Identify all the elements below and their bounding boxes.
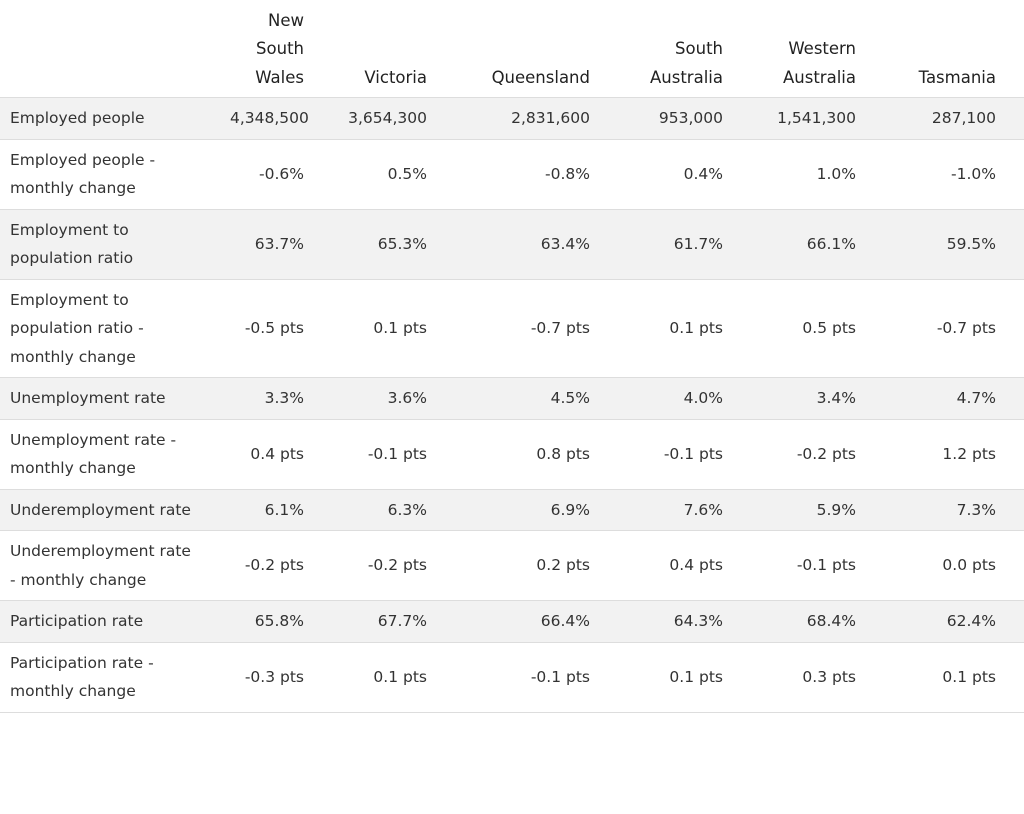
cell-value: 0.1 pts: [606, 642, 739, 713]
table-row: Unemployment rate - monthly change 0.4 pt…: [0, 419, 1024, 490]
cell-value: -0.7 pts: [872, 279, 1024, 378]
cell-value: 62.4%: [872, 600, 1024, 643]
cell-value: 953,000: [606, 97, 739, 140]
column-header: Western Australia: [739, 0, 872, 98]
column-header: South Australia: [606, 0, 739, 98]
row-label: Employment to population ratio: [0, 209, 220, 280]
row-label: Underemployment rate - monthly change: [0, 530, 220, 601]
row-label: Unemployment rate: [0, 377, 220, 420]
cell-value: 0.1 pts: [606, 279, 739, 378]
cell-value: 1.2 pts: [872, 419, 1024, 490]
cell-value: 63.4%: [443, 209, 606, 280]
row-label: Employment to population ratio - monthly…: [0, 279, 220, 378]
column-header: Queensland: [443, 0, 606, 98]
cell-value: 0.1 pts: [872, 642, 1024, 713]
cell-value: -0.3 pts: [220, 642, 320, 713]
cell-value: 4.5%: [443, 377, 606, 420]
table-row: Employment to population ratio - monthly…: [0, 279, 1024, 378]
cell-value: 3,654,300: [320, 97, 443, 140]
row-label: Unemployment rate - monthly change: [0, 419, 220, 490]
row-label: Participation rate - monthly change: [0, 642, 220, 713]
cell-value: 6.1%: [220, 489, 320, 531]
cell-value: 0.2 pts: [443, 530, 606, 601]
cell-value: 0.0 pts: [872, 530, 1024, 601]
cell-value: -0.8%: [443, 139, 606, 210]
table-row: Participation rate - monthly change -0.3 …: [0, 642, 1024, 713]
row-label: Employed people - monthly change: [0, 139, 220, 210]
cell-value: 59.5%: [872, 209, 1024, 280]
table-body: Employed people 4,348,500 3,654,300 2,831,6…: [0, 97, 1024, 713]
header-row: New South Wales Victoria Queensland South A…: [0, 0, 1024, 98]
row-label: Underemployment rate: [0, 489, 220, 531]
table-row: Employed people - monthly change -0.6% 0.5…: [0, 139, 1024, 210]
cell-value: -0.1 pts: [320, 419, 443, 490]
cell-value: -0.5 pts: [220, 279, 320, 378]
cell-value: 66.1%: [739, 209, 872, 280]
cell-value: 1.0%: [739, 139, 872, 210]
cell-value: 287,100: [872, 97, 1024, 140]
data-table: New South Wales Victoria Queensland South A…: [0, 0, 1024, 713]
row-label: Employed people: [0, 97, 220, 140]
table-row: Unemployment rate 3.3% 3.6% 4.5% 4.0% 3.4% 4.7…: [0, 377, 1024, 420]
cell-value: 4.7%: [872, 377, 1024, 420]
cell-value: 3.3%: [220, 377, 320, 420]
cell-value: 7.3%: [872, 489, 1024, 531]
cell-value: 0.5 pts: [739, 279, 872, 378]
cell-value: 0.1 pts: [320, 279, 443, 378]
cell-value: 5.9%: [739, 489, 872, 531]
table-row: Employed people 4,348,500 3,654,300 2,831,6…: [0, 97, 1024, 140]
cell-value: 66.4%: [443, 600, 606, 643]
cell-value: -0.1 pts: [606, 419, 739, 490]
cell-value: 7.6%: [606, 489, 739, 531]
cell-value: -0.6%: [220, 139, 320, 210]
cell-value: 65.8%: [220, 600, 320, 643]
cell-value: 1,541,300: [739, 97, 872, 140]
column-header: Victoria: [320, 0, 443, 98]
cell-value: -0.2 pts: [739, 419, 872, 490]
table-row: Participation rate 65.8% 67.7% 66.4% 64.3% 68…: [0, 600, 1024, 643]
corner-cell: [0, 0, 220, 98]
cell-value: 67.7%: [320, 600, 443, 643]
cell-value: -0.1 pts: [739, 530, 872, 601]
cell-value: -0.2 pts: [320, 530, 443, 601]
cell-value: 6.3%: [320, 489, 443, 531]
cell-value: 0.8 pts: [443, 419, 606, 490]
cell-value: -0.7 pts: [443, 279, 606, 378]
table-row: Underemployment rate 6.1% 6.3% 6.9% 7.6% 5.9%…: [0, 489, 1024, 531]
cell-value: 3.6%: [320, 377, 443, 420]
cell-value: 61.7%: [606, 209, 739, 280]
row-label: Participation rate: [0, 600, 220, 643]
table-row: Underemployment rate - monthly change -0.…: [0, 530, 1024, 601]
cell-value: 4,348,500: [220, 97, 320, 140]
cell-value: 0.1 pts: [320, 642, 443, 713]
cell-value: 0.4%: [606, 139, 739, 210]
cell-value: -0.1 pts: [443, 642, 606, 713]
cell-value: 3.4%: [739, 377, 872, 420]
cell-value: -1.0%: [872, 139, 1024, 210]
cell-value: 65.3%: [320, 209, 443, 280]
cell-value: 0.4 pts: [606, 530, 739, 601]
cell-value: 68.4%: [739, 600, 872, 643]
cell-value: 64.3%: [606, 600, 739, 643]
cell-value: 0.3 pts: [739, 642, 872, 713]
cell-value: 0.5%: [320, 139, 443, 210]
cell-value: 0.4 pts: [220, 419, 320, 490]
cell-value: 2,831,600: [443, 97, 606, 140]
column-header: Tasmania: [872, 0, 1024, 98]
cell-value: 4.0%: [606, 377, 739, 420]
column-header: New South Wales: [220, 0, 320, 98]
cell-value: 6.9%: [443, 489, 606, 531]
cell-value: 63.7%: [220, 209, 320, 280]
table-row: Employment to population ratio 63.7% 65.3%…: [0, 209, 1024, 280]
cell-value: -0.2 pts: [220, 530, 320, 601]
